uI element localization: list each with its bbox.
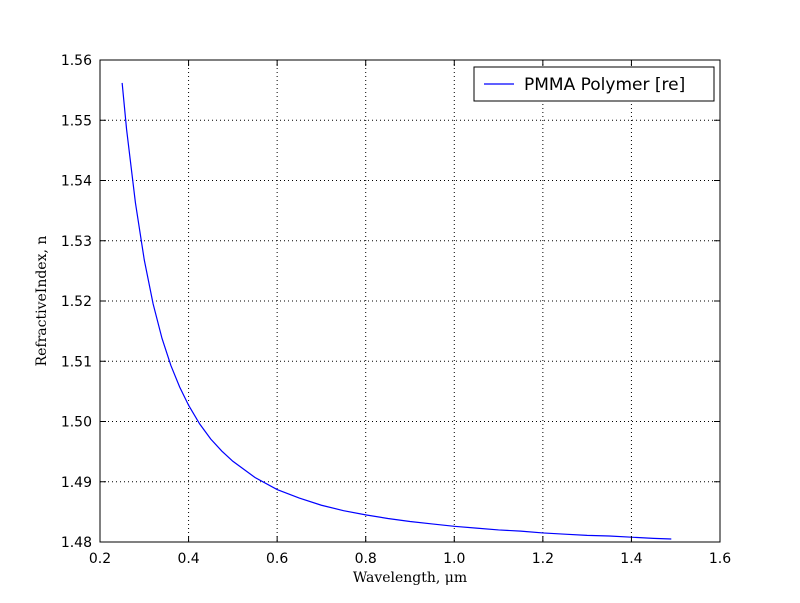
series-group [121,82,672,540]
y-tick-label: 1.52 [61,294,92,310]
x-tick-label: 0.8 [355,551,377,567]
y-tick-label: 1.54 [61,174,92,190]
y-tick-label: 1.51 [61,354,92,370]
tick-labels: 0.2 0.4 0.6 0.8 1.0 1.2 1.4 1.6 1.48 1.49 1.50 1.51… [61,53,731,567]
y-tick-label: 1.50 [61,415,92,431]
x-tick-label: 0.6 [266,551,288,567]
legend-label: PMMA Polymer [re] [524,75,685,95]
legend: PMMA Polymer [re] [473,66,715,102]
x-axis-label: Wavelength, μm [353,570,467,586]
x-tick-label: 1.0 [443,551,465,567]
y-tick-label: 1.49 [61,475,92,491]
y-tick-label: 1.55 [61,113,92,129]
x-tick-label: 0.4 [177,551,199,567]
x-tick-label: 1.4 [620,551,642,567]
ticks [99,59,721,543]
x-tick-label: 1.6 [709,551,731,567]
y-axis-label: RefractiveIndex, n [34,236,50,367]
y-tick-label: 1.56 [61,53,92,69]
y-tick-label: 1.53 [61,234,92,250]
x-tick-label: 0.2 [89,551,111,567]
series-line [121,82,672,540]
y-tick-label: 1.48 [61,535,92,551]
x-tick-label: 1.2 [532,551,554,567]
